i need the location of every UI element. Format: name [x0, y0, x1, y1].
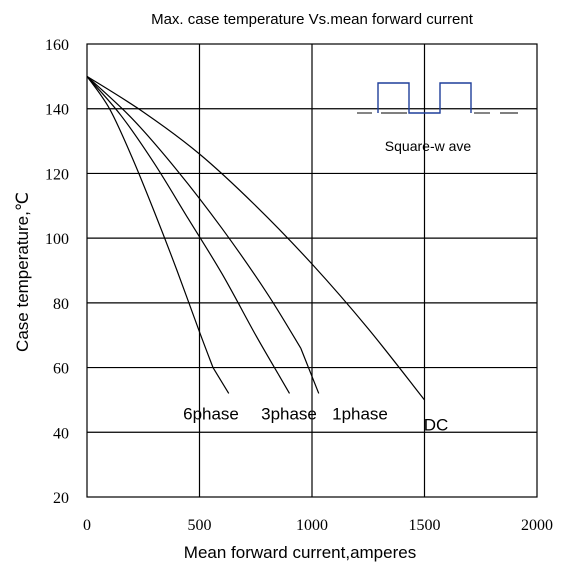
square-wave-icon	[377, 82, 472, 114]
series-line-dc	[86, 75, 425, 401]
y-tick-labels: 20 40 60 80 100 120 140 160	[45, 37, 69, 507]
y-tick-label: 140	[45, 102, 69, 119]
x-tick-label: 500	[188, 517, 212, 534]
x-tick-label: 2000	[521, 517, 553, 534]
square-wave-inset: Square-w ave	[357, 82, 518, 154]
x-tick-label: 1500	[409, 517, 441, 534]
y-tick-label: 80	[53, 296, 69, 313]
y-tick-label: 40	[53, 425, 69, 442]
y-tick-label: 20	[53, 490, 69, 507]
grid-lines	[87, 44, 537, 497]
series-leaders	[212, 347, 320, 394]
x-tick-labels: 0 500 1000 1500 2000	[83, 517, 553, 534]
y-tick-label: 100	[45, 231, 69, 248]
series-leader-1phase	[300, 347, 320, 394]
y-tick-label: 160	[45, 37, 69, 54]
series-line-6phase	[86, 76, 214, 368]
chart-title: Max. case temperature Vs.mean forward cu…	[151, 11, 474, 28]
series-label-dc: DC	[424, 415, 449, 434]
square-wave-label: Square-w ave	[385, 138, 472, 154]
plot-frame	[86, 43, 538, 498]
y-tick-label: 120	[45, 166, 69, 183]
x-tick-label: 0	[83, 517, 91, 534]
series-label-1phase: 1phase	[332, 404, 388, 423]
x-axis-label: Mean forward current,amperes	[184, 543, 416, 562]
series-leader-3phase	[277, 373, 291, 394]
y-tick-label: 60	[53, 361, 69, 378]
series-leader-6phase	[212, 367, 230, 394]
series-label-6phase: 6phase	[183, 404, 239, 423]
series-curves	[86, 75, 425, 401]
series-line-3phase	[86, 75, 279, 375]
y-axis-label: Case temperature,℃	[13, 192, 32, 352]
x-tick-label: 1000	[296, 517, 328, 534]
series-line-1phase	[86, 75, 302, 349]
series-labels: 6phase 3phase 1phase DC	[183, 404, 448, 434]
series-label-3phase: 3phase	[261, 404, 317, 423]
